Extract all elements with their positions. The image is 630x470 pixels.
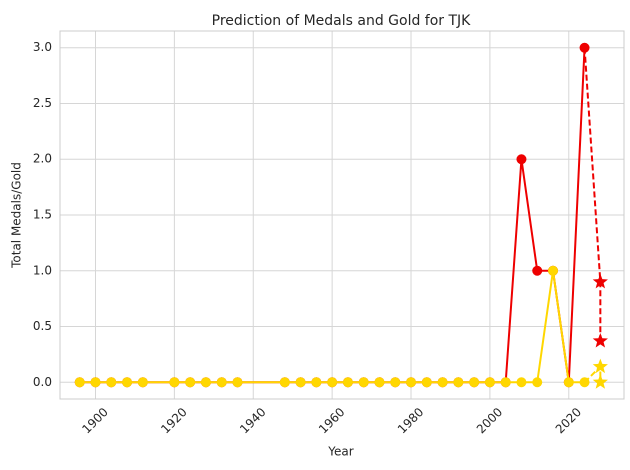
medals-prediction-series <box>583 47 608 348</box>
y-tick-label: 2.0 <box>33 152 52 166</box>
gold-history-point <box>390 377 401 388</box>
y-tick-labels: 0.0 0.5 1.0 1.5 2.0 2.5 3.0 <box>33 40 52 389</box>
y-tick-label: 1.0 <box>33 263 52 277</box>
gold-prediction-star-marker <box>592 358 608 374</box>
gold-history-point <box>137 377 148 388</box>
gold-history-point <box>374 377 385 388</box>
medals-history-point <box>516 154 527 165</box>
gold-history-point <box>437 377 448 388</box>
gold-history-point <box>327 377 338 388</box>
gold-history-point <box>516 377 527 388</box>
gold-history-point <box>406 377 417 388</box>
gold-history-point <box>279 377 290 388</box>
gold-prediction-series <box>583 358 608 389</box>
chart-title: Prediction of Medals and Gold for TJK <box>212 13 472 29</box>
gold-history-point <box>185 377 196 388</box>
medals-prediction-star-marker <box>592 273 608 289</box>
gold-history-point <box>90 377 101 388</box>
medals-history-point <box>532 265 543 276</box>
gold-history-point <box>421 377 432 388</box>
gold-history-point <box>200 377 211 388</box>
x-axis-label: Year <box>327 445 353 459</box>
y-tick-label: 0.5 <box>33 319 52 333</box>
gold-history-point <box>106 377 117 388</box>
gold-history-point <box>216 377 227 388</box>
gold-history-point <box>122 377 133 388</box>
y-tick-label: 1.5 <box>33 208 52 222</box>
gold-history-point <box>532 377 543 388</box>
medals-history-point <box>579 42 590 53</box>
gold-prediction-star-marker <box>592 374 608 389</box>
plot-frame <box>59 30 625 400</box>
gold-history-point <box>469 377 480 388</box>
gold-history-point <box>311 377 322 388</box>
y-tick-label: 3.0 <box>33 40 52 54</box>
gold-history-point <box>295 377 306 388</box>
medals-prediction-star-marker <box>592 333 608 348</box>
y-axis-label: Total Medals/Gold <box>10 162 24 269</box>
gold-history-point <box>500 377 511 388</box>
gold-history-point <box>453 377 464 388</box>
gold-history-point <box>548 265 559 276</box>
gold-history-point <box>358 377 369 388</box>
gold-history-point <box>484 377 495 388</box>
y-tick-label: 0.0 <box>33 375 52 389</box>
y-tick-label: 2.5 <box>33 96 52 110</box>
gold-history-point <box>169 377 180 388</box>
gold-history-point <box>74 377 85 388</box>
series-layer <box>74 42 608 389</box>
gold-history-point <box>342 377 353 388</box>
gold-history-point <box>563 377 574 388</box>
gold-history-point <box>232 377 243 388</box>
gold-history-series <box>74 265 590 388</box>
